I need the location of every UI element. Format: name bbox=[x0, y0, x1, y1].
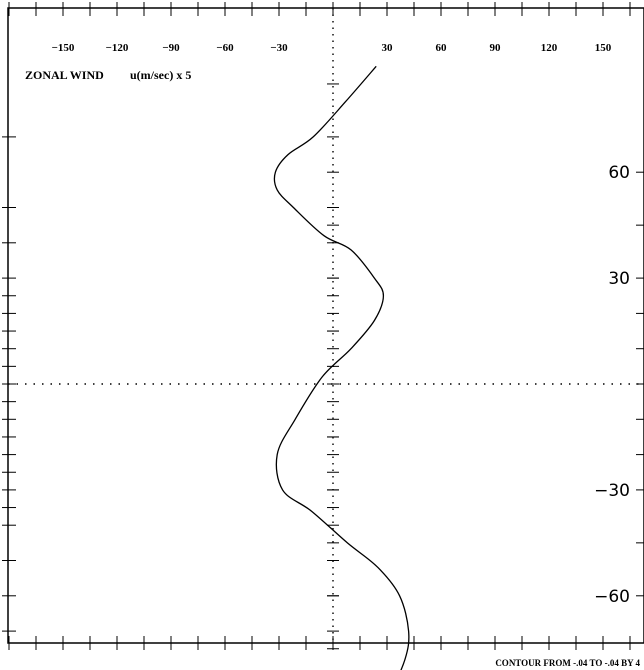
y-tick-label: −30 bbox=[594, 481, 630, 501]
chart-title: ZONAL WIND bbox=[25, 68, 104, 82]
y-tick-label: 30 bbox=[608, 269, 630, 289]
x-tick-label: −90 bbox=[162, 42, 180, 54]
series-line bbox=[273, 65, 410, 670]
x-axis-label: u(m/sec) x 5 bbox=[130, 68, 191, 82]
x-tick-label: −150 bbox=[52, 42, 75, 54]
x-tick-label: 150 bbox=[595, 42, 612, 54]
y-tick-labels: 60 30 −30 −60 bbox=[594, 163, 630, 607]
x-tick-label: −60 bbox=[216, 42, 234, 54]
y-tick-label: 60 bbox=[608, 163, 630, 183]
x-tick-label: 60 bbox=[436, 42, 448, 54]
y-tick-label: −60 bbox=[594, 587, 630, 607]
plot-frame bbox=[7, 7, 644, 644]
x-tick-label: −30 bbox=[270, 42, 288, 54]
x-tick-label: 120 bbox=[541, 42, 558, 54]
x-tick-label: −120 bbox=[106, 42, 129, 54]
frame-ticks bbox=[2, 2, 644, 650]
footer-note: CONTOUR FROM -.04 TO -.04 BY 4 bbox=[495, 658, 640, 668]
x-tick-label: 90 bbox=[490, 42, 502, 54]
x-tick-label: 30 bbox=[382, 42, 394, 54]
reference-lines bbox=[8, 8, 644, 650]
x-tick-labels: −150 −120 −90 −60 −30 30 60 90 120 150 bbox=[52, 42, 612, 54]
